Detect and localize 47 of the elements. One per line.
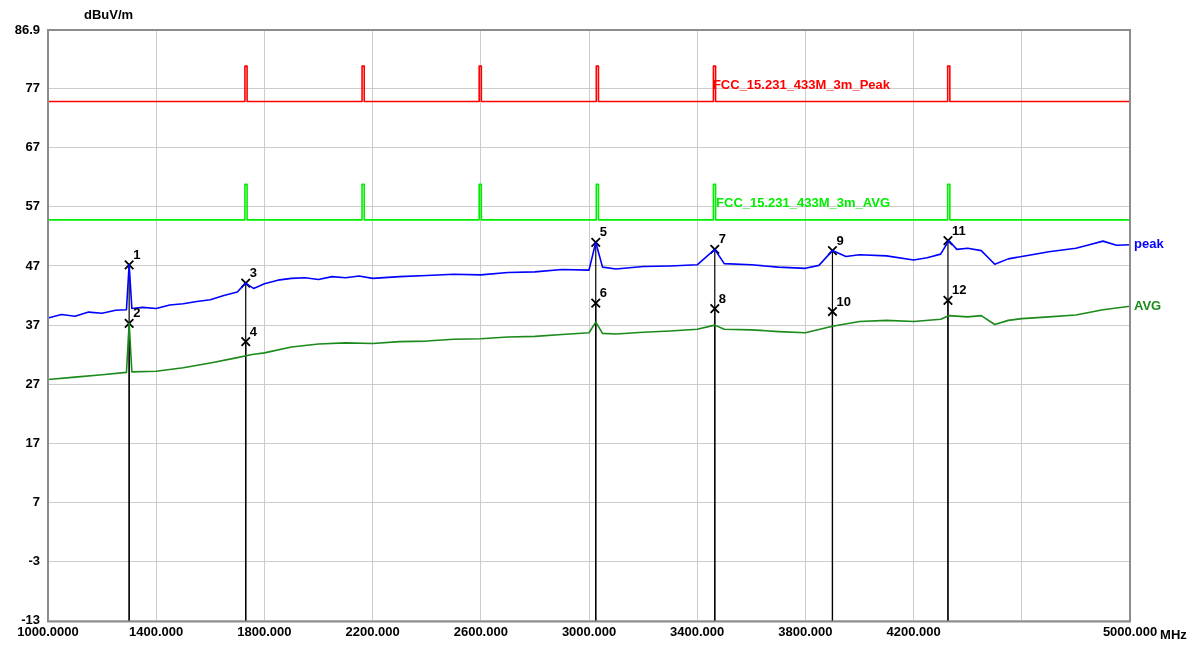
point — [827, 306, 838, 317]
annotation: 9 — [836, 232, 844, 248]
point — [709, 244, 720, 255]
annotation: 10 — [836, 293, 851, 309]
y-tick-label: 67 — [25, 139, 40, 155]
x-tick-label: 3000.000 — [561, 623, 617, 639]
annotation: 12 — [951, 282, 967, 298]
y-tick-label: 27 — [25, 375, 40, 391]
point — [240, 277, 251, 289]
y-tick-label: 17 — [25, 434, 40, 450]
x-tick-label: 1400.000 — [129, 623, 184, 639]
x-tick-label: 3400.000 — [670, 623, 725, 639]
point — [942, 295, 954, 306]
annotation: 11 — [951, 222, 966, 238]
point — [124, 259, 135, 270]
x-axis-title: MHz — [1160, 626, 1188, 642]
annotation: 6 — [599, 285, 607, 301]
y-tick-label: -3 — [28, 553, 40, 569]
x-tick-label: 2600.000 — [453, 623, 508, 639]
y-tick-label: 86.9 — [14, 21, 40, 37]
series-label: AVG — [1134, 297, 1162, 313]
series-label: peak — [1134, 236, 1165, 252]
x-tick-label: 2200.000 — [345, 623, 400, 639]
annotation: 1 — [133, 246, 141, 262]
y-axis-title: dBuV/m — [84, 6, 134, 22]
y-tick-label: 47 — [25, 257, 40, 273]
point — [827, 245, 838, 256]
annotation: 2 — [133, 305, 141, 321]
y-tick-label: 37 — [25, 316, 40, 332]
annotation: 5 — [599, 224, 607, 240]
annotation: 7 — [718, 231, 727, 247]
series-label: FCC_15.231_433M_3m_AVG — [716, 195, 890, 211]
x-tick-label: 1800.000 — [237, 623, 292, 639]
annotation: 3 — [249, 265, 257, 281]
y-tick-label: 77 — [25, 80, 40, 96]
x-tick-label: 5000.000 — [1102, 623, 1158, 639]
y-tick-label: 57 — [25, 198, 40, 214]
point — [709, 303, 720, 314]
annotation: 4 — [249, 323, 258, 339]
x-tick-label: 3800.000 — [778, 623, 833, 639]
point — [590, 298, 601, 309]
annotation: 8 — [718, 290, 727, 306]
point — [590, 237, 601, 248]
point — [240, 336, 251, 347]
point — [124, 318, 135, 329]
x-tick-label: 4200.000 — [886, 623, 941, 639]
y-tick-label: 7 — [32, 494, 40, 510]
